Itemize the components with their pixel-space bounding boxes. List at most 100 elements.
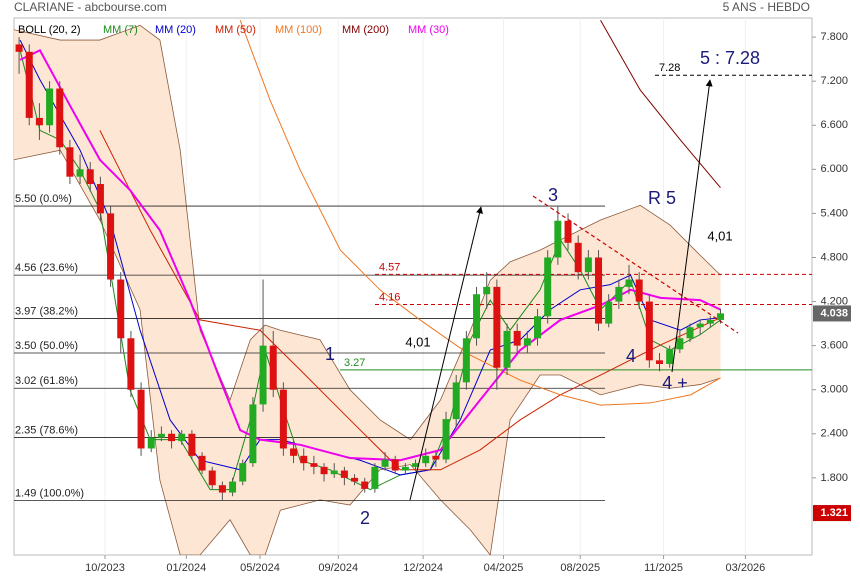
candle-body [401,466,409,471]
y-tick-label: 7.200 [820,75,848,87]
candle-body [462,338,470,383]
candle-body [645,301,653,361]
annotation: 4 [626,346,636,366]
annotation: 4,01 [707,228,732,243]
candle-body [300,455,308,464]
x-tick-label: 08/2025 [560,562,600,574]
candle-body [483,286,491,295]
candle-body [656,360,664,365]
candle-body [239,463,247,482]
y-tick-label: 7.800 [820,31,848,43]
y-tick-label: 6.600 [820,119,848,131]
fib-label: 3.02 (61.8%) [15,375,78,387]
candle-body [666,349,674,365]
candle-body [147,437,155,449]
candle-body [66,147,74,177]
candle-body [117,279,125,339]
moving-average [19,39,721,476]
candle-body [422,455,430,464]
y-tick-label: 2.400 [820,428,848,440]
candle-body [412,463,420,467]
y-tick-label: 3.600 [820,340,848,352]
price-marker [813,305,851,322]
candle-body [706,319,714,324]
annotation: 4 + [662,373,688,393]
fib-label: 3.97 (38.2%) [15,305,78,317]
chart-title: CLARIANE - abcbourse.com [14,0,167,14]
y-tick-label: 6.000 [820,163,848,175]
candle-body [554,220,562,258]
y-tick-label: 1.800 [820,472,848,484]
y-tick-label: 3.000 [820,384,848,396]
candle-body [269,345,277,390]
x-tick-label: 09/2024 [318,562,358,574]
candle-body [188,433,196,456]
moving-average [239,20,721,406]
annotation: 1 [325,344,335,364]
candle-body [605,301,613,324]
candle-body [625,279,633,287]
y-tick-label: 5.400 [820,207,848,219]
chart-subtitle: 5 ANS - HEBDO [723,0,810,14]
candle-body [564,220,572,243]
moving-average [600,19,721,189]
candle-body [310,463,318,467]
legend-entry: MM (7) [103,24,138,36]
candle-body [107,213,115,280]
candle-body [696,323,704,328]
candle-body [717,313,725,320]
candle-body [15,44,23,52]
candle-body [615,286,623,302]
candle-body [442,419,450,460]
price-marker [813,505,851,522]
x-tick-label: 01/2024 [166,562,206,574]
candle-body [320,466,328,475]
candle-body [452,382,460,420]
annotation: 3 [548,185,558,205]
candle-body [46,88,54,126]
x-tick-label: 03/2026 [726,562,766,574]
x-tick-label: 05/2024 [240,562,280,574]
candle-body [86,169,94,185]
moving-average [99,130,721,471]
level-label: 7.28 [659,62,680,74]
legend-entry: MM (30) [408,24,449,36]
candle-body [157,433,165,438]
fib-label: 3.50 (50.0%) [15,340,78,352]
candle-body [361,481,369,489]
candle-body [56,88,64,148]
x-tick-label: 12/2024 [403,562,443,574]
candle-body [76,169,84,177]
fib-label: 1.49 (100.0%) [15,488,84,500]
price-marker-label: 1.321 [820,507,848,519]
price-marker-label: 4.038 [820,307,848,319]
candle-body [330,470,338,475]
candle-body [676,338,684,350]
candle-body [391,459,399,471]
legend-entry: MM (200) [342,24,389,36]
x-tick-label: 11/2025 [644,562,683,574]
candle-body [127,338,135,390]
candle-body [218,485,226,493]
legend-entry: MM (100) [275,24,322,36]
candle-body [279,389,287,449]
candle-body [513,330,521,346]
candle-body [229,481,237,493]
legend-entry: BOLL (20, 2) [18,24,81,36]
candle-body [595,257,603,324]
fib-label: 2.35 (78.6%) [15,424,78,436]
arrow [409,206,483,501]
candle-body [168,433,176,442]
candle-body [503,330,511,368]
level-label: 4.57 [379,261,400,273]
target-label: 5 : 7.28 [700,48,760,68]
candle-body [574,242,582,273]
candle-body [96,184,104,214]
level-label: 3.27 [344,357,365,369]
level-label: 4.16 [379,291,400,303]
candle-body [635,279,643,302]
legend-entry: MM (20) [155,24,196,36]
y-tick-label: 4.800 [820,251,848,263]
candle-body [340,470,348,478]
